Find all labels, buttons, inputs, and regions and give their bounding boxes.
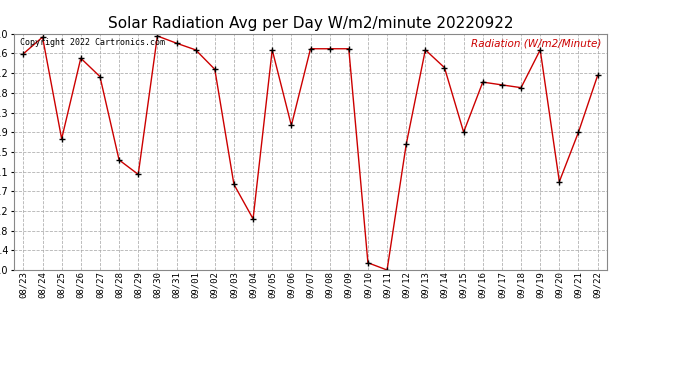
Title: Solar Radiation Avg per Day W/m2/minute 20220922: Solar Radiation Avg per Day W/m2/minute …	[108, 16, 513, 31]
Text: Copyright 2022 Cartronics.com: Copyright 2022 Cartronics.com	[20, 39, 165, 48]
Text: Radiation (W/m2/Minute): Radiation (W/m2/Minute)	[471, 39, 601, 48]
